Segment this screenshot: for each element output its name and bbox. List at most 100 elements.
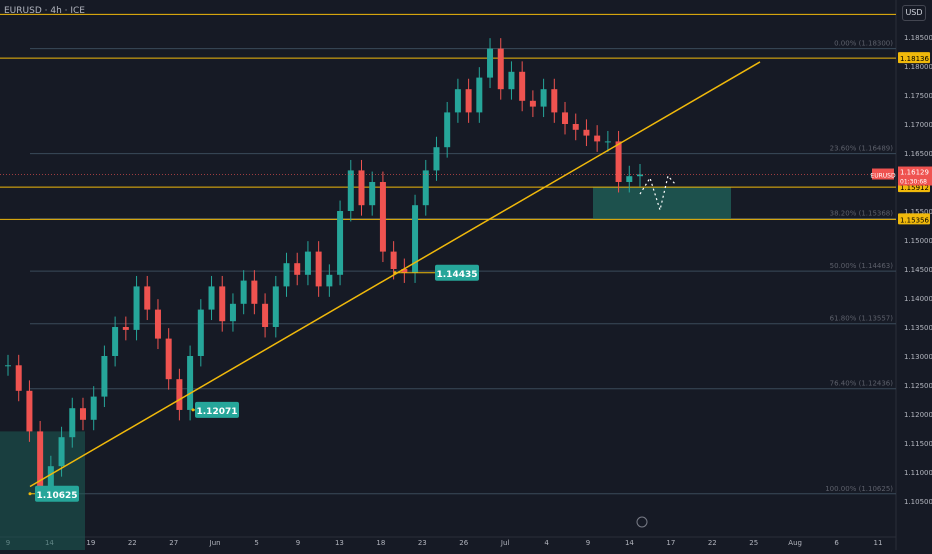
support-zone (593, 187, 731, 220)
level-price-tag-label: 1.18136 (900, 55, 929, 63)
candle-body (519, 71, 526, 101)
candle-body (251, 280, 258, 304)
fib-level-label: 38.20% (1.15368) (830, 210, 894, 218)
candle-body (529, 100, 536, 107)
candle-body (69, 408, 76, 438)
y-tick-label: 1.10500 (904, 498, 932, 506)
candle-body (294, 263, 301, 275)
x-tick-label: 18 (376, 539, 385, 547)
y-tick-label: 1.14500 (904, 266, 932, 274)
y-tick-label: 1.13500 (904, 324, 932, 332)
price-callout-label: 1.12071 (197, 407, 238, 417)
fib-level-label: 50.00% (1.14463) (830, 262, 894, 270)
candle-body (37, 431, 44, 487)
price-callout-dot (393, 271, 397, 275)
x-tick-label: 13 (335, 539, 344, 547)
y-tick-label: 1.12000 (904, 411, 932, 419)
candle-body (369, 182, 376, 206)
x-tick-label: 22 (128, 539, 137, 547)
candle-body (240, 280, 247, 304)
x-tick-label: 22 (708, 539, 717, 547)
level-price-tag-label: 1.15912 (900, 184, 929, 192)
candle-body (176, 379, 183, 410)
candle-body (90, 396, 97, 420)
fib-level-label: 100.00% (1.10625) (825, 485, 893, 493)
candle-body (508, 71, 515, 90)
candle-body (326, 274, 333, 287)
candle-body (551, 89, 558, 113)
candle-body (444, 112, 451, 148)
candle-body (487, 48, 494, 78)
candle-body (583, 129, 590, 136)
x-tick-label: 6 (834, 539, 839, 547)
candle-body (262, 303, 269, 327)
y-tick-label: 1.11000 (904, 469, 932, 477)
price-callout-box (35, 485, 79, 502)
current-symbol-tag (872, 168, 894, 180)
candle-body (229, 303, 236, 322)
level-price-tag (898, 52, 930, 64)
y-tick-label: 1.13000 (904, 353, 932, 361)
candle-body (422, 170, 429, 206)
candle-body (540, 89, 547, 107)
candle-body (165, 338, 172, 380)
level-price-tag (898, 213, 930, 225)
candle-body (122, 327, 129, 330)
current-price-label: 1.16129 (900, 169, 929, 177)
x-tick-label: 9 (296, 539, 300, 547)
y-tick-label: 1.14000 (904, 295, 932, 303)
candle-body (315, 251, 322, 287)
candle-body (476, 77, 483, 113)
candle-body (283, 263, 290, 287)
currency-button[interactable]: USD (902, 5, 926, 21)
current-symbol-label: EURUSD (870, 173, 896, 180)
candle-body (144, 286, 151, 310)
candle-body (604, 141, 611, 143)
countdown-label: 01:30:68 (900, 179, 927, 186)
price-callout-box (435, 264, 479, 281)
x-tick-label: 5 (254, 539, 258, 547)
candle-body (101, 356, 108, 397)
candle-body (47, 466, 54, 487)
candle-body (433, 147, 440, 171)
candle-body (79, 408, 86, 420)
candle-body (401, 269, 408, 273)
price-callout-dot (28, 492, 32, 496)
candle-body (337, 211, 344, 275)
level-price-tag-label: 1.15356 (900, 216, 929, 224)
candle-body (390, 251, 397, 269)
x-tick-label: 27 (169, 539, 178, 547)
candle-body (26, 390, 33, 432)
fib-level-label: 0.00% (1.18300) (834, 40, 893, 48)
candle-body (412, 205, 419, 273)
y-tick-label: 1.18000 (904, 63, 932, 71)
candle-body (497, 48, 504, 90)
candle-body (626, 176, 633, 182)
candle-body (272, 286, 279, 327)
y-tick-label: 1.18500 (904, 34, 932, 42)
candle-body (133, 286, 140, 330)
x-tick-label: 25 (749, 539, 758, 547)
y-tick-label: 1.17500 (904, 92, 932, 100)
y-tick-label: 1.15000 (904, 237, 932, 245)
candle-body (615, 141, 622, 182)
y-tick-label: 1.15500 (904, 208, 932, 216)
candle-body (5, 365, 11, 367)
y-tick-label: 1.17000 (904, 121, 932, 129)
candle-body (637, 174, 643, 177)
x-tick-label: 19 (86, 539, 95, 547)
candle-body (358, 170, 365, 206)
candle-body (187, 356, 194, 410)
x-tick-label: 26 (459, 539, 468, 547)
candle-body (112, 327, 119, 356)
candle-body (154, 309, 161, 339)
y-tick-label: 1.16500 (904, 150, 932, 158)
candle-body (58, 437, 65, 467)
x-tick-label: 17 (666, 539, 675, 547)
x-tick-label: Aug (788, 539, 802, 547)
x-tick-label: 4 (544, 539, 549, 547)
candle-body (347, 170, 354, 211)
candle-body (197, 309, 204, 356)
